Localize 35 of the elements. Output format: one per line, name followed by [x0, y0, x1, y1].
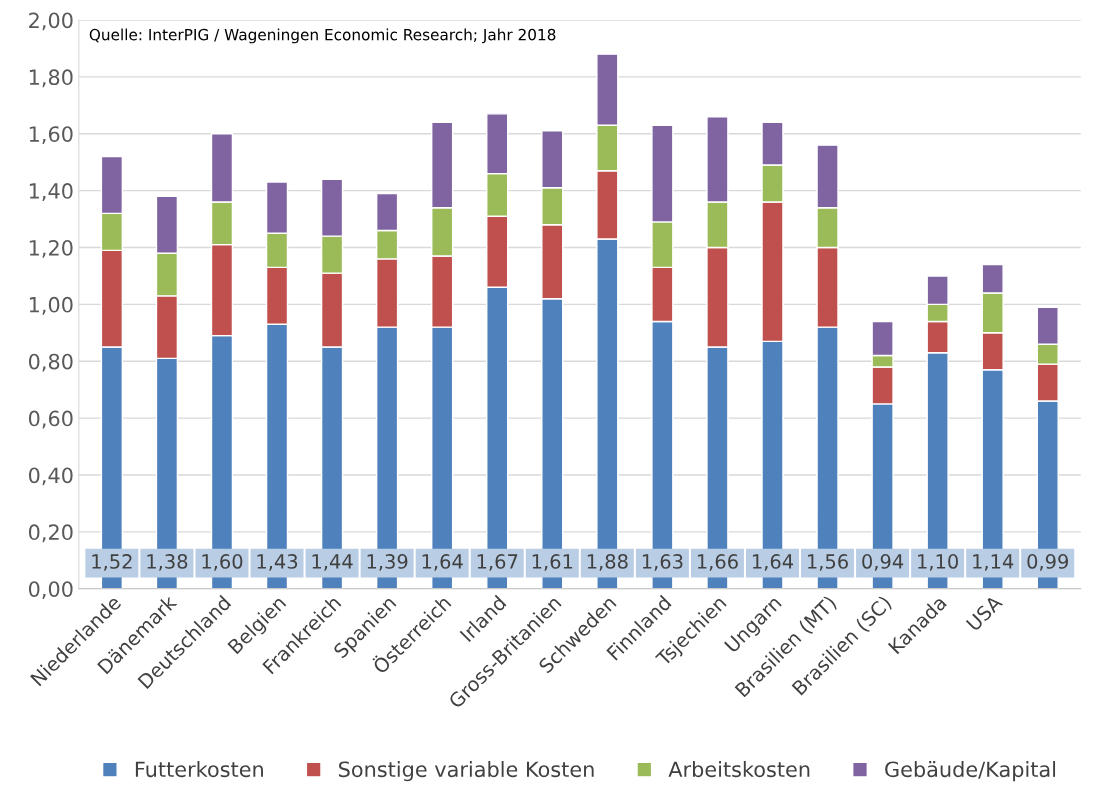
total-label: 1,39: [367, 554, 408, 571]
legend-label: Arbeitskosten: [668, 761, 810, 778]
total-label: 1,63: [642, 554, 683, 571]
total-label: 1,60: [202, 554, 243, 571]
total-label: 1,38: [147, 554, 188, 571]
total-label: 1,61: [532, 554, 573, 571]
total-label: 1,44: [312, 554, 353, 571]
y-tick-label: 2,00: [29, 12, 73, 31]
y-tick-label: 0,00: [28, 581, 73, 600]
y-tick-label: 1,20: [29, 239, 73, 258]
total-label: 1,67: [477, 554, 518, 571]
x-tick-label: USA: [965, 593, 1004, 632]
annotation: Quelle: InterPIG / Wageningen Economic Research; Jahr 2018: [89, 28, 556, 44]
total-label: 1,88: [587, 554, 628, 571]
y-tick-label: 1,00: [29, 296, 73, 315]
y-tick-label: 1,40: [29, 183, 73, 201]
total-label: 1,10: [918, 554, 958, 571]
y-tick-label: 1,80: [29, 69, 73, 88]
total-label: 1,14: [973, 554, 1014, 571]
y-tick-label: 0,20: [28, 524, 73, 543]
y-tick-label: 1,60: [29, 126, 73, 145]
total-label: 1,64: [752, 554, 794, 571]
legend-label: Gebäude/Kapital: [885, 761, 1056, 782]
total-label: 1,52: [92, 554, 132, 571]
total-label: 0,99: [1027, 554, 1069, 571]
total-label: 1,64: [422, 554, 463, 571]
total-label: 1,56: [808, 554, 848, 571]
total-label: 0,94: [862, 554, 904, 571]
total-label: 1,43: [257, 554, 298, 571]
legend-label: Futterkosten: [135, 761, 263, 778]
y-tick-label: 0,60: [28, 410, 73, 429]
legend-label: Sonstige variable Kosten: [339, 761, 594, 782]
total-label: 1,66: [697, 554, 738, 571]
y-tick-label: 0,80: [28, 353, 73, 372]
y-tick-label: 0,40: [28, 467, 73, 486]
